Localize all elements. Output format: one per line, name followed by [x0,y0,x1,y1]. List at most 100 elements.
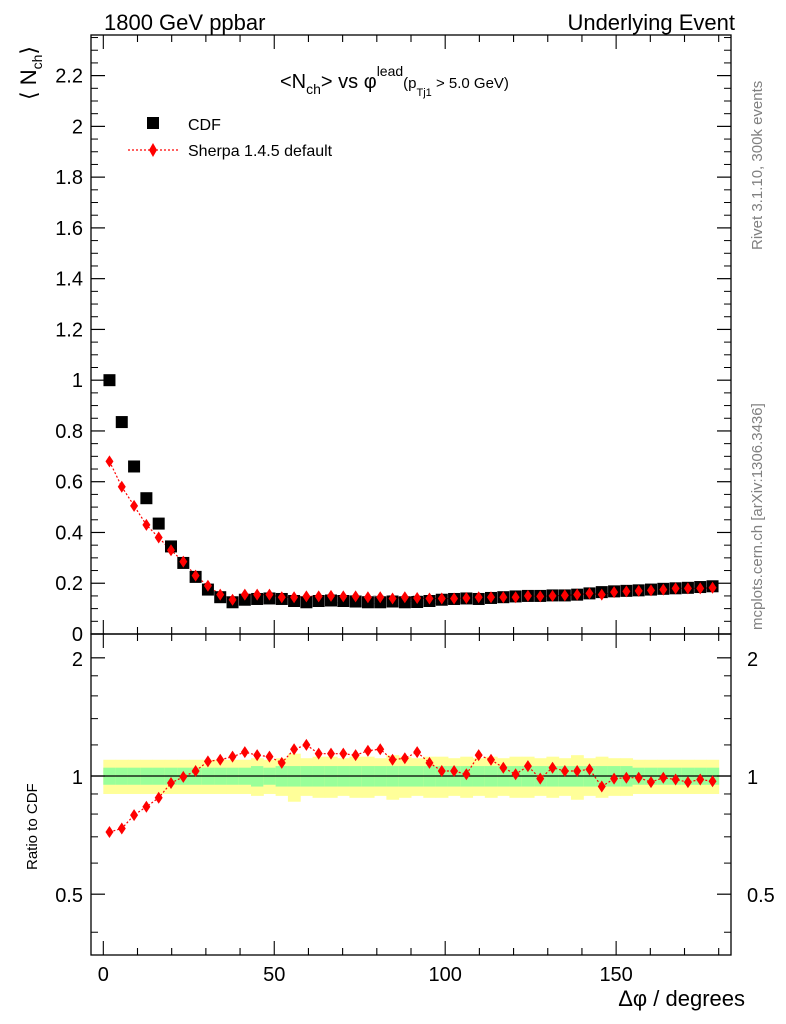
main-ytick-labels: 0 0.2 0.4 0.6 0.8 1 1.2 1.4 1.6 1.8 2 2.2 [55,66,83,646]
sherpa-point [216,588,225,601]
ratio-point [696,773,705,786]
ratio-point [437,764,446,777]
ratio-point [216,753,225,766]
ytick-label: 0.8 [55,421,83,443]
ratio-point [117,822,126,835]
sherpa-point [548,589,557,602]
sherpa-point [130,499,139,512]
sherpa-point [683,582,692,595]
ratio-point [179,770,188,783]
ratio-frame [90,633,732,956]
ratio-point [597,780,606,793]
xtick-label: 100 [429,964,462,986]
ytick-label: 1.8 [55,167,83,189]
legend-cdf-label: CDF [188,117,221,134]
sherpa-point [450,592,459,605]
title-sub2: Tj1 [417,87,432,99]
cdf-point [152,517,165,530]
cdf-point [115,416,128,429]
sherpa-point [671,582,680,595]
sherpa-point [560,589,569,602]
sherpa-point [314,590,323,603]
ratio-point [290,743,299,756]
ratio-point [523,760,532,773]
ratio-point [167,776,175,789]
sherpa-point [511,591,520,604]
ratio-point [413,746,422,759]
sherpa-point [536,590,545,603]
cdf-point [103,374,116,387]
sherpa-point [400,591,409,604]
ratio-point [560,764,569,777]
ratio-panel: 0.5 0.5 1 1 2 2 0 50 100 150 Ratio to CDF Δφ / d… [24,633,775,1011]
sherpa-point [622,585,631,598]
title-post: > 5.0 GeV) [432,75,509,92]
ratio-ylabel: Ratio to CDF [24,783,41,870]
title-phi: φ [364,71,377,93]
header-left: 1800 GeV ppbar [104,10,265,35]
sherpa-point [154,531,163,544]
sherpa-point [290,591,299,604]
ratio-ytick-label-left: 0.5 [55,885,83,907]
ratio-ytick-label-right: 1 [747,767,758,789]
ratio-point [314,747,323,760]
sherpa-point [240,588,249,601]
ratio-point [400,752,409,765]
sherpa-point [597,588,606,601]
sherpa-point [634,584,643,597]
ratio-ytick-label-right: 0.5 [747,885,775,907]
ratio-point [647,776,655,789]
ratio-point [487,753,495,766]
ratio-point [327,747,335,760]
ratio-point [536,772,545,785]
sherpa-point [462,591,471,604]
x-axis-label: Δφ / degrees [618,986,745,1011]
ylabel-open: ⟨ N [16,69,41,100]
ratio-point [191,764,200,777]
sherpa-point [167,544,175,557]
ratio-point [228,750,237,763]
main-ylabel: ⟨ Nch⟩ [16,46,45,100]
sherpa-point [708,581,717,594]
sherpa-point [585,587,594,600]
sherpa-point [105,455,114,468]
ratio-point [708,775,717,788]
sherpa-point [647,584,655,597]
xtick-label: 0 [98,964,109,986]
ratio-point [302,738,311,751]
ytick-label: 1.2 [55,319,83,341]
rivet-label: Rivet 3.1.10, 300k events [749,81,766,250]
ratio-ytick-label-left: 1 [72,767,83,789]
ratio-point [154,791,163,804]
sherpa-point [191,569,200,582]
sherpa-point [277,591,286,604]
sherpa-point [179,555,188,568]
xtick-labels: 0 50 100 150 [98,964,633,986]
ratio-ytick-label-right: 2 [747,649,758,671]
ytick-label: 0.6 [55,472,83,494]
ytick-label: 2.2 [55,66,83,88]
sherpa-point [487,591,495,604]
sherpa-point [573,588,582,601]
ratio-point [265,750,274,763]
legend-sherpa-label: Sherpa 1.4.5 default [188,143,333,160]
ratio-ytick-label-left: 2 [72,649,83,671]
sherpa-point [659,583,668,596]
ratio-point [622,771,631,784]
ratio-point [277,756,286,769]
ratio-point [240,746,249,759]
sherpa-point [437,592,446,605]
xtick-label: 150 [599,964,632,986]
mcplots-label: mcplots.cern.ch [arXiv:1306.3436] [749,403,766,630]
sherpa-point [339,590,348,603]
cdf-point [128,460,141,473]
ratio-point [585,763,594,776]
ratio-point [363,744,372,757]
sherpa-point [302,590,311,603]
legend-cdf-marker [147,117,159,129]
ratio-series [105,738,717,839]
ratio-point [388,753,397,766]
cdf-point [140,492,153,505]
sherpa-point [499,591,508,604]
